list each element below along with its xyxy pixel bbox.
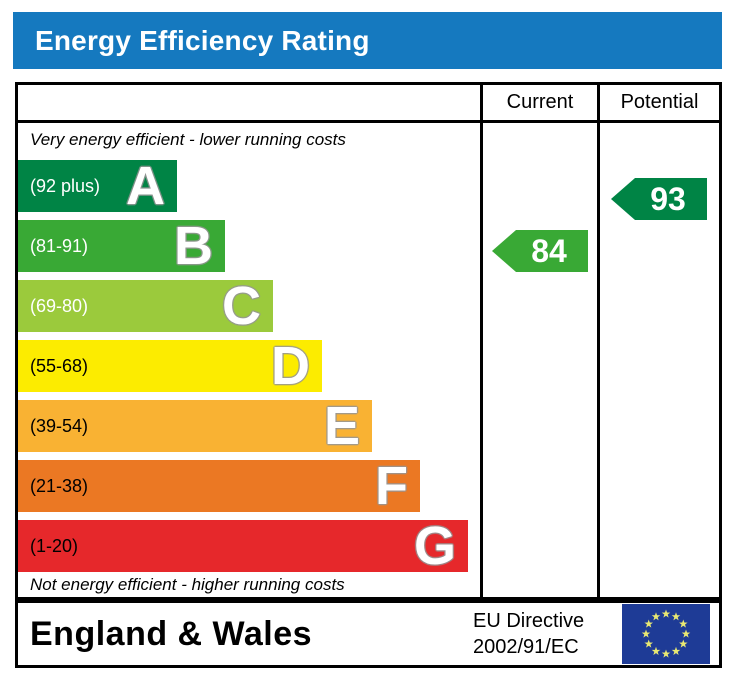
band-row: (39-54) E (18, 396, 480, 456)
current-rating-value: 84 (531, 233, 567, 269)
band-range-label: (81-91) (30, 235, 89, 256)
band-range-label: (39-54) (30, 415, 89, 436)
band-range-label: (1-20) (30, 535, 79, 556)
band-bar: (1-20) G (18, 516, 468, 576)
band-row: (55-68) D (18, 336, 480, 396)
band-letter: F (375, 456, 408, 516)
column-divider-potential (597, 85, 600, 597)
band-letter: A (126, 156, 165, 216)
band-bar: (92 plus) A (18, 156, 177, 216)
eu-directive-line2: 2002/91/EC (473, 636, 579, 658)
band-letter: E (323, 396, 360, 456)
band-bar: (81-91) B (18, 216, 225, 276)
band-bar: (39-54) E (18, 396, 372, 456)
band-bar: (69-80) C (18, 276, 273, 336)
potential-rating-value: 93 (650, 181, 686, 217)
band-row: (81-91) B (18, 216, 480, 276)
eu-directive-label: EU Directive 2002/91/EC (473, 608, 584, 660)
title-bar: Energy Efficiency Rating (13, 12, 722, 69)
band-range-label: (21-38) (30, 475, 89, 496)
band-letter: G (413, 516, 456, 576)
band-row: (69-80) C (18, 276, 480, 336)
caption-not-efficient: Not energy efficient - higher running co… (30, 575, 345, 594)
caption-very-efficient: Very energy efficient - lower running co… (30, 130, 346, 149)
band-row: (1-20) G (18, 516, 480, 576)
band-letter: B (174, 216, 213, 276)
band-row: (21-38) F (18, 456, 480, 516)
band-range-label: (55-68) (30, 355, 89, 376)
rating-table: Current Potential Very energy efficient … (15, 82, 722, 600)
footer: England & Wales EU Directive 2002/91/EC (15, 600, 722, 668)
band-bar: (55-68) D (18, 336, 322, 396)
column-header-current: Current (506, 91, 574, 113)
eu-flag-icon (622, 604, 710, 664)
eu-directive-line1: EU Directive (473, 610, 585, 632)
page-title: Energy Efficiency Rating (35, 24, 370, 56)
column-divider-current (480, 85, 483, 597)
band-letter: C (222, 276, 261, 336)
band-row: (92 plus) A (18, 156, 480, 216)
potential-rating-arrow: 93 (611, 178, 707, 220)
current-rating-arrow: 84 (492, 230, 588, 272)
region-label: England & Wales (30, 614, 313, 653)
band-bar: (21-38) F (18, 456, 420, 516)
bands-area: Very energy efficient - lower running co… (18, 123, 480, 597)
column-header-potential: Potential (620, 91, 699, 113)
band-letter: D (271, 336, 310, 396)
header-underline (18, 120, 719, 123)
band-range-label: (92 plus) (30, 175, 101, 196)
band-range-label: (69-80) (30, 295, 89, 316)
